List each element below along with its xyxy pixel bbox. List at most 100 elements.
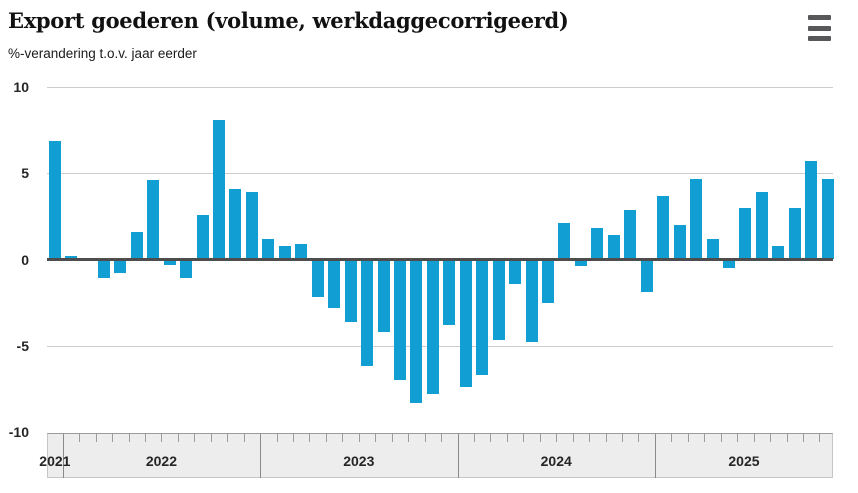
bar — [245, 192, 258, 260]
x-axis-month-tick — [79, 434, 81, 442]
bar — [278, 245, 291, 260]
bar — [426, 259, 439, 394]
bar — [558, 223, 571, 260]
bar — [311, 259, 324, 298]
x-axis-month-tick — [819, 434, 821, 442]
x-axis-month-tick — [408, 434, 410, 442]
hamburger-menu-icon — [808, 15, 831, 20]
bar — [755, 192, 768, 260]
bar — [459, 259, 472, 387]
x-axis-month-tick — [671, 434, 673, 442]
bar — [443, 259, 456, 325]
bar — [476, 259, 489, 375]
x-axis-month-tick — [144, 434, 146, 442]
bar — [525, 259, 538, 343]
x-axis-month-tick — [556, 434, 558, 442]
bar — [591, 228, 604, 260]
bar — [706, 238, 719, 260]
bar — [722, 259, 735, 269]
x-axis-month-tick — [243, 434, 245, 442]
x-axis-month-tick — [375, 434, 377, 442]
x-axis-month-tick — [391, 434, 393, 442]
x-axis-year-label: 2021 — [39, 453, 71, 469]
bar — [574, 259, 587, 267]
x-axis-month-tick — [325, 434, 327, 442]
y-axis-label: -5 — [16, 337, 29, 354]
x-axis-month-tick — [687, 434, 689, 442]
bar — [805, 161, 818, 260]
x-axis-month-tick — [342, 434, 344, 442]
bar — [180, 259, 193, 279]
x-axis-month-tick — [802, 434, 804, 442]
bar — [640, 259, 653, 293]
bar — [147, 180, 160, 260]
x-axis-year-label: 2023 — [343, 453, 375, 469]
gridline — [47, 87, 833, 89]
x-axis-month-tick — [753, 434, 755, 442]
bar — [213, 119, 225, 260]
x-axis-year-label: 2025 — [728, 453, 760, 469]
x-axis-month-tick — [490, 434, 492, 442]
bar — [492, 259, 505, 341]
x-axis-month-tick — [95, 434, 97, 442]
bar — [361, 259, 374, 367]
x-axis-month-tick — [177, 434, 179, 442]
bar — [196, 214, 209, 260]
menu-button[interactable] — [808, 15, 831, 41]
x-axis-month-tick — [441, 434, 443, 442]
x-axis-month-tick — [194, 434, 196, 442]
x-axis-month-tick — [622, 434, 624, 442]
x-axis-year-label: 2024 — [540, 453, 572, 469]
hamburger-menu-icon — [808, 25, 831, 31]
x-axis-month-tick — [523, 434, 525, 442]
bar — [97, 259, 110, 279]
x-axis-month-tick — [112, 434, 114, 442]
x-axis-month-tick — [704, 434, 706, 442]
x-axis-year-tick — [62, 434, 64, 478]
x-axis-month-tick — [210, 434, 212, 442]
x-axis-month-tick — [473, 434, 475, 442]
x-axis-month-tick — [605, 434, 607, 442]
bar — [295, 243, 308, 260]
x-axis-year-label: 2022 — [145, 453, 177, 469]
bar — [821, 178, 834, 260]
y-axis-label: 10 — [13, 79, 29, 96]
x-axis-month-tick — [128, 434, 130, 442]
x-axis-year-tick — [260, 434, 262, 478]
x-axis-month-tick — [770, 434, 772, 442]
bar — [624, 209, 637, 260]
gridline — [47, 173, 833, 175]
y-axis-label: 5 — [21, 165, 29, 182]
x-axis-month-tick — [358, 434, 360, 442]
bar — [788, 207, 801, 260]
bar — [393, 259, 406, 381]
x-axis-year-tick — [654, 434, 656, 478]
bar — [657, 195, 670, 260]
x-axis-month-tick — [572, 434, 574, 442]
x-axis-month-tick — [638, 434, 640, 442]
bar — [509, 259, 522, 284]
y-axis-label: -10 — [8, 423, 29, 440]
bar — [262, 238, 275, 260]
bar — [328, 259, 341, 308]
bar — [48, 140, 61, 260]
bar — [229, 188, 242, 260]
bar — [673, 225, 686, 260]
x-axis-month-tick — [506, 434, 508, 442]
hamburger-menu-icon — [808, 36, 831, 41]
bar — [64, 256, 77, 260]
x-axis-month-tick — [720, 434, 722, 442]
y-axis-label: 0 — [21, 251, 29, 268]
bar — [163, 259, 176, 265]
bar — [739, 207, 752, 260]
x-axis-month-tick — [424, 434, 426, 442]
x-axis-month-tick — [589, 434, 591, 442]
x-axis-month-tick — [227, 434, 229, 442]
x-axis-month-tick — [309, 434, 311, 442]
bar — [130, 231, 143, 260]
bar — [410, 259, 423, 403]
bar — [690, 178, 703, 260]
x-axis-month-tick — [276, 434, 278, 442]
gridline — [47, 345, 833, 347]
bar — [344, 259, 357, 322]
